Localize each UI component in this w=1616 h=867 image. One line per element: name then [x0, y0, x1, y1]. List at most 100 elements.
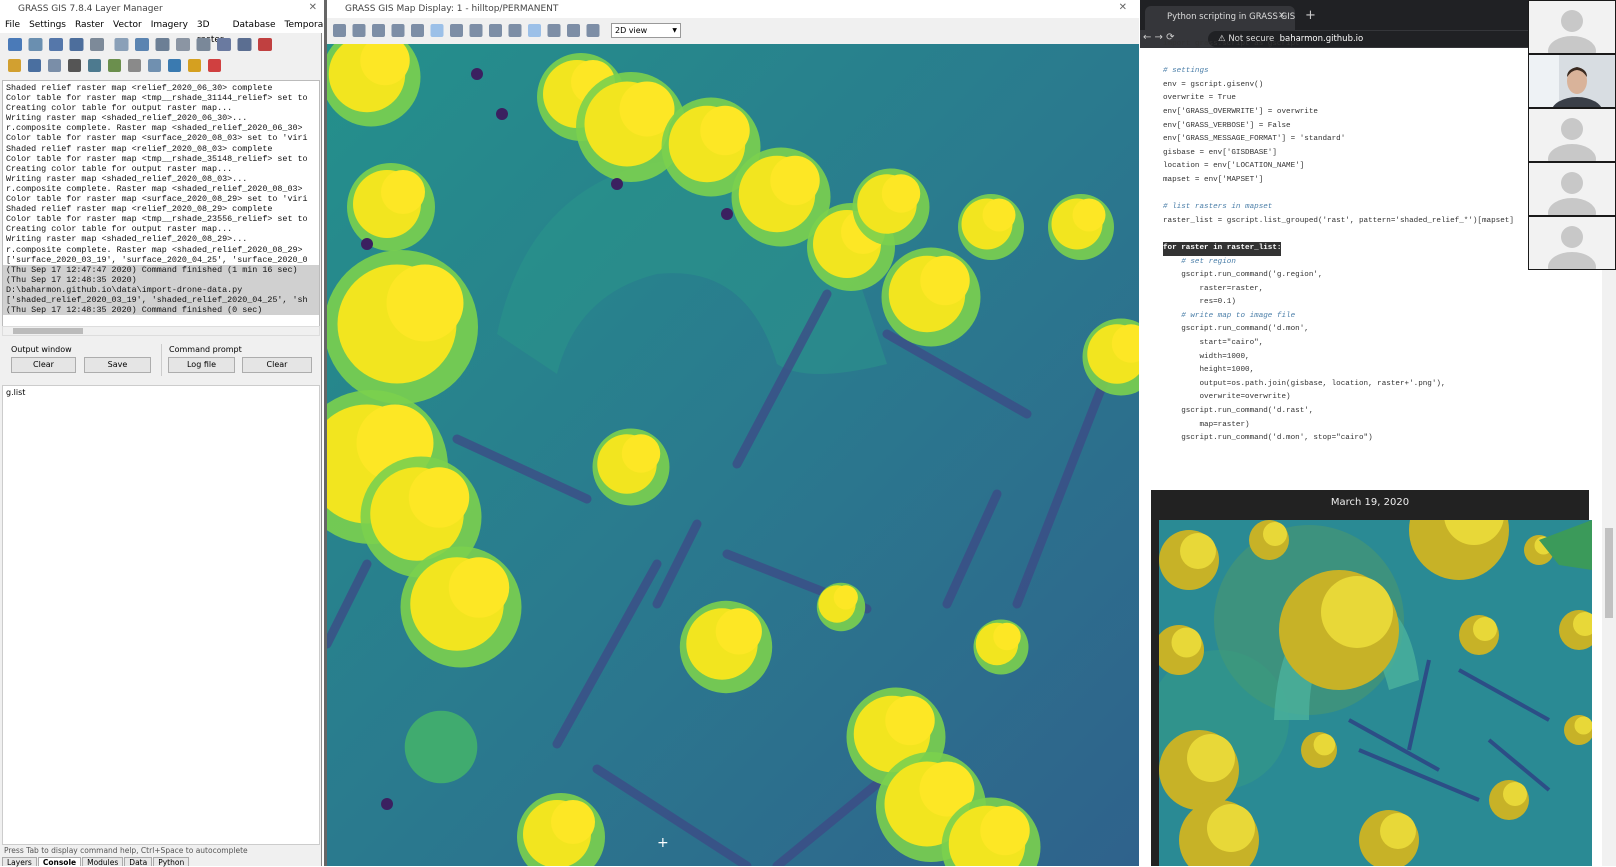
tab-close[interactable]: ✕ — [1278, 11, 1286, 21]
canopy — [1111, 324, 1139, 363]
menu-item[interactable]: File — [5, 20, 21, 30]
map-tool[interactable] — [430, 24, 444, 37]
tool-icon[interactable] — [28, 38, 43, 51]
code-line: env = gscript.gisenv() — [1163, 79, 1533, 93]
tool-icon[interactable] — [188, 59, 201, 72]
menu-item[interactable]: Settings — [29, 20, 66, 30]
browser-tab[interactable]: Python scripting in GRASS GIS - — [1145, 6, 1295, 30]
tool-icon[interactable] — [258, 38, 272, 51]
canopy — [1321, 576, 1393, 648]
tool-icon[interactable] — [208, 59, 221, 72]
head — [1561, 226, 1583, 248]
map-tool[interactable] — [508, 24, 522, 37]
menu-item[interactable]: Imagery — [150, 20, 188, 30]
code-text: height=1000, — [1163, 366, 1255, 375]
map-tool[interactable] — [528, 24, 541, 37]
gap — [496, 108, 508, 120]
tool-icon[interactable] — [168, 59, 181, 72]
console-line: r.composite complete. Raster map <shaded… — [6, 183, 303, 194]
code-line: res=0.1) — [1163, 296, 1533, 310]
scroll-thumb[interactable] — [1605, 528, 1613, 618]
code-line: map=raster) — [1163, 419, 1533, 433]
save-button[interactable]: Save — [84, 357, 151, 373]
tool-icon[interactable] — [128, 59, 141, 72]
panel-tab[interactable]: Data — [124, 857, 153, 867]
participant-tile[interactable] — [1529, 163, 1615, 215]
canopy — [1263, 522, 1287, 546]
canopy — [621, 434, 661, 473]
menu-item[interactable]: Temporal — [284, 20, 326, 30]
tool-icon[interactable] — [8, 38, 22, 51]
nav-buttons[interactable]: ← → ⟳ — [1143, 32, 1175, 43]
canopy — [1444, 520, 1504, 545]
map-tool[interactable] — [352, 24, 366, 37]
tool-icon[interactable] — [237, 38, 252, 51]
clear-button[interactable]: Clear — [242, 357, 312, 373]
menu-item[interactable]: Database — [232, 20, 276, 30]
new-tab[interactable]: + — [1305, 8, 1316, 23]
panel-tab[interactable]: Python — [153, 857, 190, 867]
panel-tab[interactable]: Modules — [82, 857, 124, 867]
avatar — [1548, 226, 1596, 269]
log-file-button[interactable]: Log file — [168, 357, 235, 373]
close-button[interactable]: ✕ — [1118, 2, 1127, 13]
map-tool[interactable] — [372, 24, 385, 37]
map-tool[interactable] — [567, 24, 580, 37]
command-input[interactable]: g.list — [2, 385, 320, 845]
map-tool[interactable] — [333, 24, 346, 37]
participant-tile[interactable] — [1529, 1, 1615, 53]
map-tool[interactable] — [469, 24, 483, 37]
canopy — [551, 800, 595, 844]
map-tool[interactable] — [489, 24, 502, 37]
tool-icon[interactable] — [90, 38, 104, 51]
map-toolbar — [333, 24, 600, 37]
canopy — [881, 174, 921, 213]
tool-icon[interactable] — [196, 38, 211, 51]
tool-icon[interactable] — [108, 59, 121, 72]
code-text: gscript.run_command('d.mon', — [1163, 325, 1309, 334]
map-tool[interactable] — [411, 24, 424, 37]
tool-icon[interactable] — [88, 59, 101, 72]
tool-icon[interactable] — [148, 59, 161, 72]
scroll-thumb[interactable] — [13, 328, 83, 334]
tool-icon[interactable] — [69, 38, 84, 51]
canopy — [1187, 734, 1235, 782]
close-button[interactable]: ✕ — [308, 2, 317, 13]
tool-icon[interactable] — [176, 38, 190, 51]
menu-item[interactable]: Vector — [113, 20, 142, 30]
panel-tab[interactable]: Layers — [2, 857, 37, 867]
tool-icon[interactable] — [28, 59, 41, 72]
map-tool[interactable] — [547, 24, 561, 37]
map-tool[interactable] — [450, 24, 463, 37]
tool-icon[interactable] — [155, 38, 170, 51]
participant-tile[interactable] — [1529, 109, 1615, 161]
url-field[interactable]: ⚠ Not secure baharmon.github.io — [1208, 31, 1548, 47]
tool-icon[interactable] — [8, 59, 21, 72]
canopy — [1574, 716, 1592, 735]
menu-item[interactable]: 3D raster — [196, 20, 224, 45]
tool-icon[interactable] — [68, 59, 81, 72]
map-tool[interactable] — [586, 24, 600, 37]
map-tool[interactable] — [391, 24, 405, 37]
participant-tile[interactable] — [1529, 217, 1615, 269]
code-line: # list rasters in mapset — [1163, 201, 1533, 215]
code-text: start="cairo", — [1163, 339, 1264, 348]
console-line: Writing raster map <shaded_relief_2020_0… — [6, 173, 248, 184]
map-canvas[interactable] — [327, 44, 1139, 866]
menu-item[interactable]: Raster — [74, 20, 105, 30]
tool-icon[interactable] — [48, 59, 61, 72]
code-text: width=1000, — [1163, 352, 1250, 361]
canopy — [448, 557, 510, 618]
console-output: Shaded relief raster map <relief_2020_06… — [2, 80, 320, 330]
tool-icon[interactable] — [49, 38, 63, 51]
participant-tile[interactable] — [1529, 55, 1615, 107]
tool-icon[interactable] — [135, 38, 149, 51]
console-line: Color table for raster map <tmp__rshade_… — [6, 153, 308, 164]
panel-tab[interactable]: Console — [37, 857, 82, 867]
view-mode-select[interactable]: 2D view ▼ — [611, 23, 681, 38]
h-scrollbar[interactable] — [2, 326, 320, 336]
tool-icon[interactable] — [114, 38, 129, 51]
clear-button[interactable]: Clear — [11, 357, 76, 373]
tool-icon[interactable] — [217, 38, 231, 51]
